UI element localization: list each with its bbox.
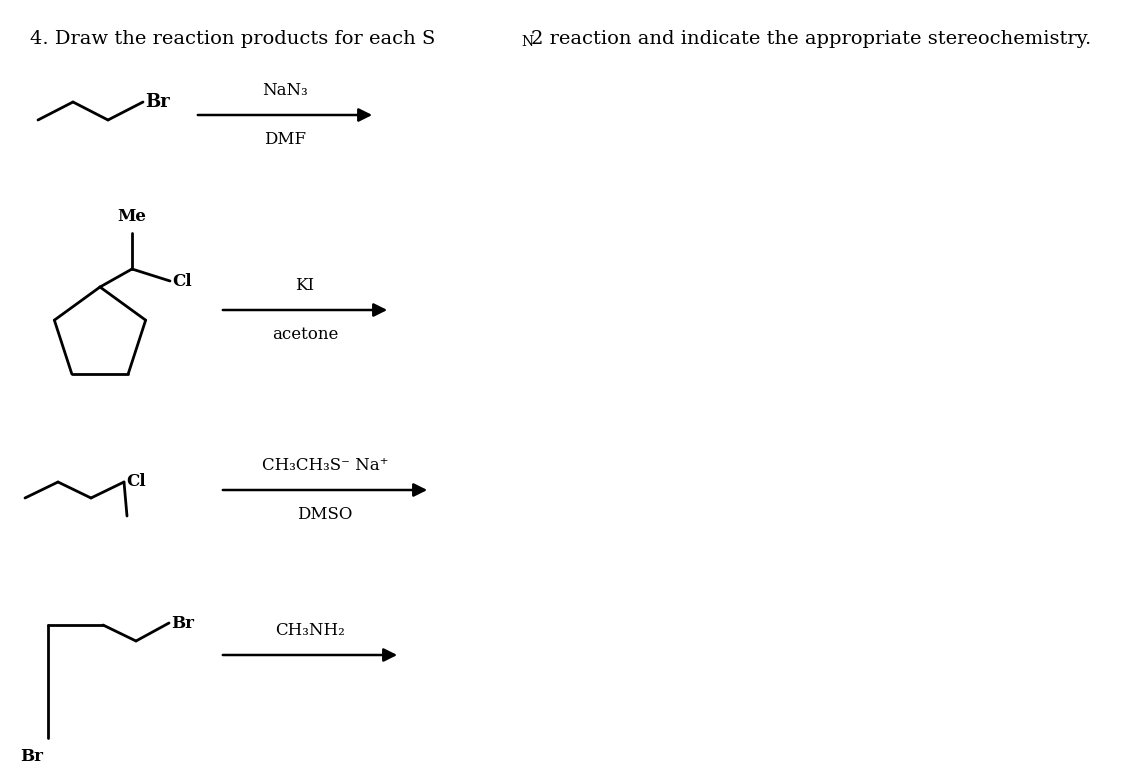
Text: DMSO: DMSO xyxy=(298,506,353,523)
Text: Br: Br xyxy=(145,93,170,111)
Text: CH₃NH₂: CH₃NH₂ xyxy=(275,622,345,639)
Text: Cl: Cl xyxy=(126,473,146,490)
Text: 4. Draw the reaction products for each S: 4. Draw the reaction products for each S xyxy=(31,30,435,48)
Text: KI: KI xyxy=(295,277,315,294)
Text: acetone: acetone xyxy=(272,326,338,343)
Text: N: N xyxy=(521,35,533,49)
Text: 2 reaction and indicate the appropriate stereochemistry.: 2 reaction and indicate the appropriate … xyxy=(531,30,1091,48)
Text: NaN₃: NaN₃ xyxy=(263,82,308,99)
Text: DMF: DMF xyxy=(264,131,306,148)
Text: Cl: Cl xyxy=(172,273,191,290)
Text: Br: Br xyxy=(171,614,194,631)
Text: Br: Br xyxy=(20,748,43,765)
Text: CH₃CH₃S⁻ Na⁺: CH₃CH₃S⁻ Na⁺ xyxy=(261,457,388,474)
Text: Me: Me xyxy=(118,208,146,225)
